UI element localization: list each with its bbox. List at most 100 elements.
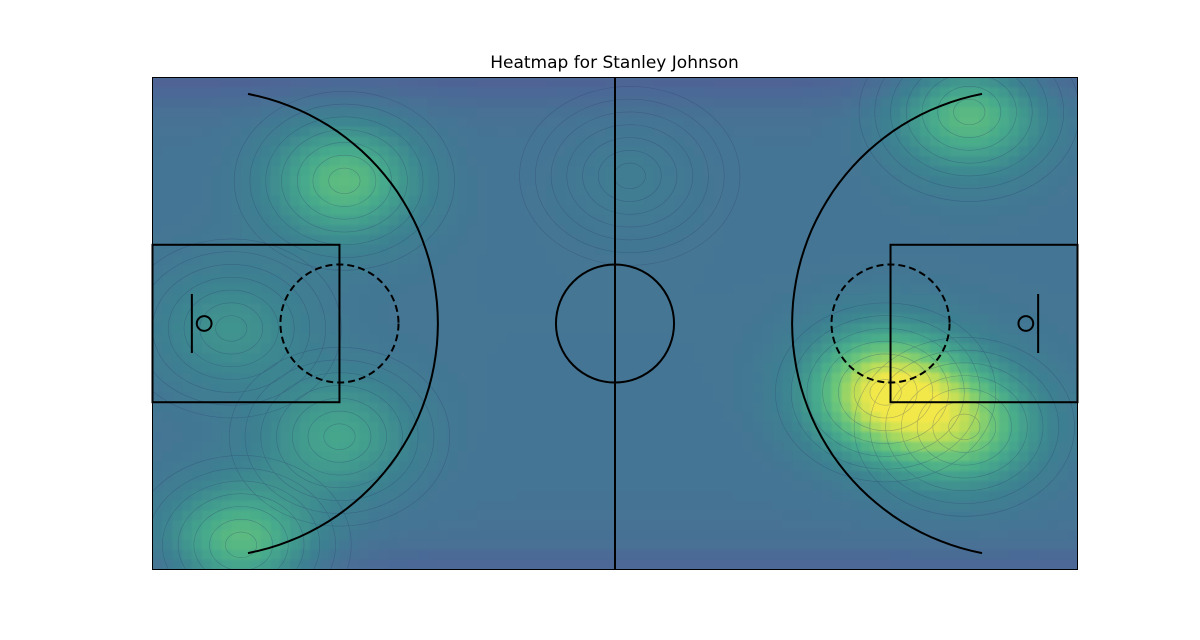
heat-cell bbox=[900, 412, 911, 423]
heat-cell bbox=[516, 225, 528, 236]
heat-cell bbox=[861, 412, 872, 423]
heat-cell bbox=[1038, 520, 1049, 531]
heat-cell bbox=[762, 87, 774, 98]
heat-cell bbox=[1057, 323, 1069, 334]
heat-cell bbox=[811, 116, 823, 128]
heat-cell bbox=[870, 234, 882, 246]
heat-cell bbox=[595, 136, 606, 147]
heat-cell bbox=[939, 97, 951, 108]
heat-cell bbox=[506, 461, 518, 472]
heat-cell bbox=[949, 234, 961, 246]
heat-cell bbox=[742, 87, 754, 98]
heat-cell bbox=[378, 234, 390, 246]
heat-cell bbox=[536, 126, 547, 138]
heat-cell bbox=[1038, 107, 1049, 118]
heat-cell bbox=[988, 156, 1000, 167]
heat-cell bbox=[565, 441, 577, 453]
heat-cell bbox=[447, 530, 459, 541]
heat-cell bbox=[900, 254, 911, 266]
heat-cell bbox=[565, 559, 577, 570]
heat-cell bbox=[447, 225, 459, 236]
heat-cell bbox=[654, 116, 665, 128]
heat-cell bbox=[437, 471, 449, 482]
heat-cell bbox=[398, 126, 409, 138]
heat-cell bbox=[674, 412, 685, 423]
heat-cell bbox=[585, 97, 596, 108]
heat-cell bbox=[290, 362, 301, 374]
heat-cell bbox=[496, 244, 508, 256]
heat-cell bbox=[260, 441, 272, 453]
heat-cell bbox=[792, 510, 803, 521]
heat-cell bbox=[1018, 402, 1029, 413]
heat-cell bbox=[979, 303, 990, 315]
heat-cell bbox=[949, 441, 961, 453]
heat-cell bbox=[1047, 284, 1059, 295]
heat-cell bbox=[565, 185, 577, 197]
heat-cell bbox=[201, 323, 213, 334]
heat-cell bbox=[300, 549, 311, 561]
heat-cell bbox=[536, 549, 547, 561]
heat-cell bbox=[920, 520, 931, 531]
heat-cell bbox=[221, 520, 232, 531]
heat-cell bbox=[526, 205, 537, 216]
heat-cell bbox=[496, 530, 508, 541]
heat-cell bbox=[723, 412, 734, 423]
heat-cell bbox=[290, 254, 301, 266]
heat-cell bbox=[979, 500, 990, 512]
heat-cell bbox=[300, 530, 311, 541]
heat-cell bbox=[241, 116, 252, 128]
heat-cell bbox=[398, 392, 409, 403]
heat-cell bbox=[762, 313, 774, 325]
heat-cell bbox=[742, 116, 754, 128]
heat-cell bbox=[339, 205, 350, 216]
heat-cell bbox=[752, 480, 764, 492]
heat-cell bbox=[861, 471, 872, 482]
heat-cell bbox=[782, 107, 793, 118]
heat-cell bbox=[1057, 107, 1069, 118]
heat-cell bbox=[742, 225, 754, 236]
heat-cell bbox=[634, 225, 646, 236]
heat-cell bbox=[477, 166, 488, 177]
heat-cell bbox=[408, 392, 419, 403]
heat-cell bbox=[959, 313, 970, 325]
heat-cell bbox=[762, 175, 774, 187]
heat-cell bbox=[487, 372, 498, 384]
heat-cell bbox=[634, 559, 646, 570]
heat-cell bbox=[792, 185, 803, 197]
heat-cell bbox=[979, 530, 990, 541]
heat-cell bbox=[565, 362, 577, 374]
heat-cell bbox=[231, 195, 242, 207]
heat-cell bbox=[398, 402, 409, 413]
heat-cell bbox=[359, 451, 370, 462]
heat-cell bbox=[398, 471, 409, 482]
heat-cell bbox=[939, 166, 951, 177]
heat-cell bbox=[477, 343, 488, 354]
heat-cell bbox=[1047, 205, 1059, 216]
heat-cell bbox=[270, 146, 282, 157]
heat-cell bbox=[851, 97, 862, 108]
heat-cell bbox=[260, 225, 272, 236]
heat-cell bbox=[555, 136, 567, 147]
heat-cell bbox=[516, 392, 528, 403]
heat-cell bbox=[437, 87, 449, 98]
heat-cell bbox=[191, 461, 203, 472]
heat-cell bbox=[1008, 549, 1020, 561]
heat-cell bbox=[683, 530, 695, 541]
heat-cell bbox=[615, 254, 626, 266]
heat-cell bbox=[723, 293, 734, 305]
heat-cell bbox=[428, 264, 439, 275]
heat-cell bbox=[752, 402, 764, 413]
heat-cell bbox=[231, 234, 242, 246]
heat-cell bbox=[388, 333, 400, 344]
heat-cell bbox=[536, 116, 547, 128]
heat-cell bbox=[772, 264, 783, 275]
heat-cell bbox=[1008, 343, 1020, 354]
heat-cell bbox=[300, 451, 311, 462]
heat-cell bbox=[300, 156, 311, 167]
heat-cell bbox=[300, 520, 311, 531]
heat-cell bbox=[546, 313, 557, 325]
heat-cell bbox=[565, 234, 577, 246]
heat-cell bbox=[703, 136, 714, 147]
heat-cell bbox=[300, 77, 311, 88]
heat-cell bbox=[841, 441, 852, 453]
